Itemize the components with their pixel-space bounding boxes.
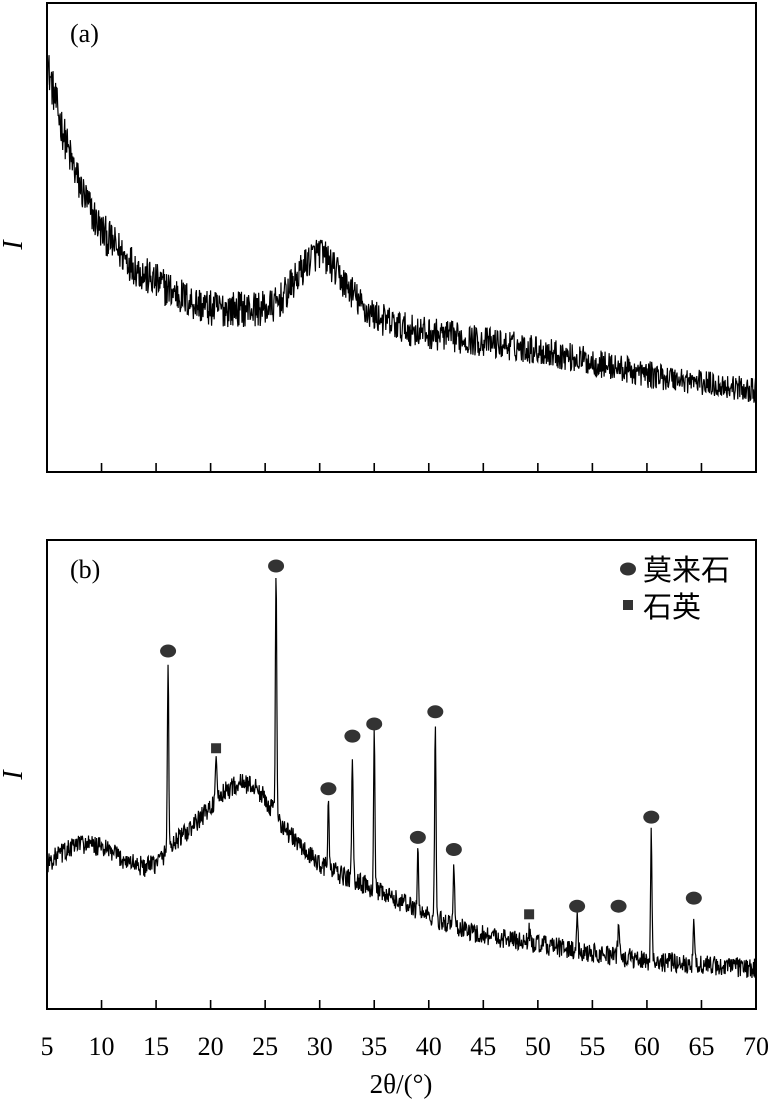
x-tick-label-5: 5	[41, 1032, 54, 1061]
peak-marker-mullite-10	[569, 899, 586, 913]
x-tick-label-70: 70	[743, 1032, 769, 1061]
panel-a-x-ticks	[46, 463, 757, 472]
panel-a-frame	[46, 2, 757, 473]
panel-a-series-line	[46, 55, 757, 403]
peak-marker-mullite-3	[320, 782, 337, 796]
x-tick-label-65: 65	[688, 1032, 714, 1061]
peak-marker-mullite-7	[427, 705, 444, 719]
peak-marker-quartz-1	[211, 743, 222, 754]
panel-b-peak-markers	[160, 559, 702, 920]
panel-b-x-ticks	[46, 1000, 757, 1009]
panel-b: 5 10 15 20 25 30 35 40 45 50 55 60 65 70 (b) I 莫来石 石英…	[0, 539, 770, 1099]
panel-b-y-axis-label: I	[0, 769, 29, 781]
x-tick-label-55: 55	[579, 1032, 605, 1061]
peak-marker-quartz-9	[524, 909, 535, 920]
legend-label-mullite: 莫来石	[643, 554, 730, 587]
legend-marker-quartz	[623, 600, 633, 610]
legend-label-quartz: 石英	[643, 591, 701, 624]
panel-a-label: (a)	[70, 19, 99, 48]
peak-marker-mullite-0	[160, 644, 177, 658]
panel-a: (a) I	[0, 2, 757, 473]
peak-marker-mullite-13	[685, 891, 702, 905]
panel-b-frame	[46, 539, 757, 1010]
peak-marker-mullite-12	[643, 810, 660, 824]
panel-b-x-tick-labels: 5 10 15 20 25 30 35 40 45 50 55 60 65 70	[41, 1032, 770, 1061]
x-tick-label-60: 60	[634, 1032, 660, 1061]
peak-marker-mullite-2	[268, 559, 285, 573]
panel-b-series-line	[46, 578, 757, 979]
x-tick-label-15: 15	[143, 1032, 169, 1061]
x-tick-label-20: 20	[198, 1032, 224, 1061]
legend: 莫来石 石英	[620, 554, 730, 624]
peak-marker-mullite-8	[445, 843, 462, 856]
x-tick-label-10: 10	[89, 1032, 115, 1061]
x-tick-label-45: 45	[470, 1032, 496, 1061]
peak-marker-mullite-5	[366, 717, 383, 731]
panel-b-label: (b)	[70, 555, 100, 584]
x-tick-label-30: 30	[307, 1032, 333, 1061]
peak-marker-mullite-6	[409, 830, 426, 844]
x-axis-label: 2θ/(°)	[370, 1069, 433, 1099]
x-tick-label-40: 40	[416, 1032, 442, 1061]
x-tick-label-25: 25	[252, 1032, 278, 1061]
legend-marker-mullite	[620, 562, 636, 576]
x-tick-label-50: 50	[525, 1032, 551, 1061]
x-tick-label-35: 35	[361, 1032, 387, 1061]
peak-marker-mullite-4	[344, 729, 361, 743]
panel-a-y-axis-label: I	[0, 239, 29, 251]
peak-marker-mullite-11	[610, 899, 627, 913]
